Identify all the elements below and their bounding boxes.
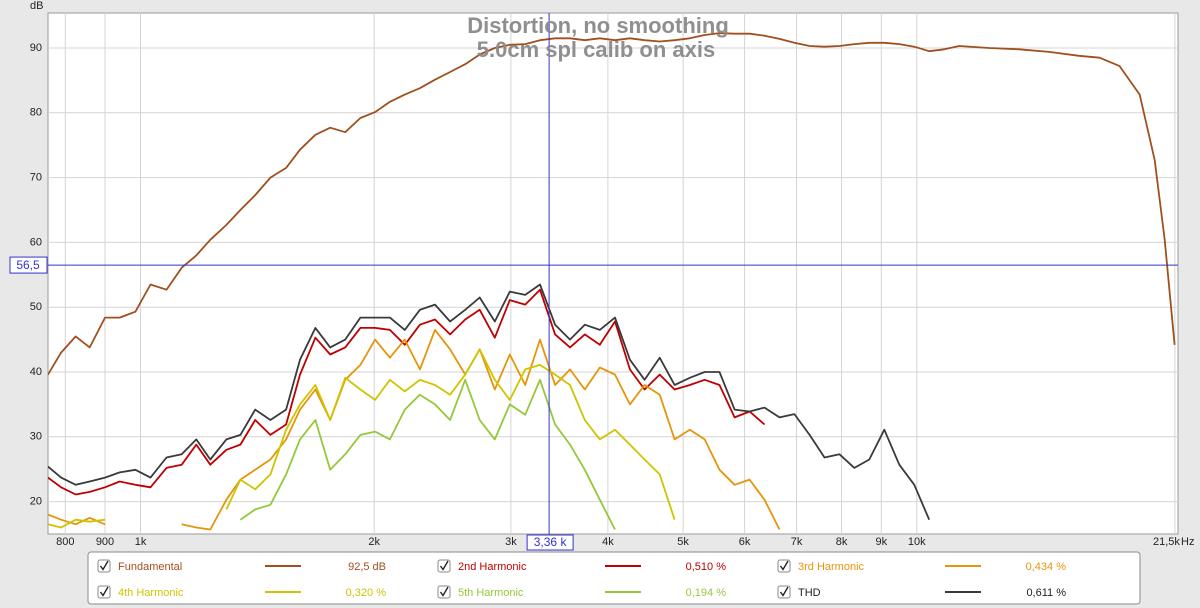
chart-title: Distortion, no smoothing: [467, 13, 729, 38]
cursor-x-box: [526, 534, 574, 551]
checkmark: [779, 560, 789, 571]
chart-subtitle: 5.0cm spl calib on axis: [477, 37, 715, 62]
y-tick-label: 80: [30, 107, 42, 119]
x-tick-label: 3k: [505, 536, 517, 548]
legend-label: 5th Harmonic: [458, 587, 524, 599]
checkmark: [99, 560, 109, 571]
y-tick-label: 90: [30, 42, 42, 54]
series-line: [48, 348, 676, 529]
cursor: 56,5 3,36 k: [9, 13, 1178, 551]
legend-box: [87, 551, 1141, 605]
y-tick-label: 40: [30, 366, 42, 378]
y-tick-label: 50: [30, 301, 42, 313]
series-line: [239, 378, 616, 530]
x-tick-label: 2k: [368, 536, 380, 548]
grid: 20 30 40 50 60 70 80 90 800 900 1k 2k 3k 4k 5k 6k 7k 8k 9k…: [30, 13, 1180, 548]
legend: Fundamental 92,5 dB 2nd Harmonic 0,510 % 3rd…: [97, 559, 1067, 599]
y-tick-label: 30: [30, 431, 42, 443]
legend-readout: 92,5 dB: [348, 561, 386, 573]
titles: Distortion, no smoothing 5.0cm spl calib…: [467, 13, 729, 62]
legend-readout: 0,611 %: [1026, 587, 1066, 599]
series-line: [48, 283, 931, 521]
x-tick-label: 8k: [836, 536, 848, 548]
y-tick-label: 60: [30, 236, 42, 248]
x-tick-label: 900: [96, 536, 114, 548]
legend-label: 3rd Harmonic: [798, 561, 865, 573]
series-line: [48, 32, 1176, 376]
curves: [48, 32, 1176, 531]
series-line: [48, 288, 766, 496]
legend-label: 2nd Harmonic: [458, 561, 527, 573]
y-tick-label: 20: [30, 496, 42, 508]
x-tick-label: 7k: [791, 536, 803, 548]
legend-readout: 0,194 %: [686, 587, 727, 599]
y-tick-label: 70: [30, 172, 42, 184]
legend-label: 4th Harmonic: [118, 587, 184, 599]
legend-label: Fundamental: [118, 561, 182, 573]
legend-readout: 0,510 %: [686, 561, 727, 573]
checkmark: [99, 586, 109, 597]
checkmark: [439, 586, 449, 597]
cursor-y-box: [9, 256, 48, 274]
x-tick-label: 1k: [135, 536, 147, 548]
x-tick-label: 800: [56, 536, 74, 548]
x-tick-label: 10k: [908, 536, 926, 548]
cursor-y-label: 56,5: [16, 258, 40, 272]
plot-area: [47, 12, 1179, 535]
x-tick-label: 9k: [875, 536, 887, 548]
legend-label: THD: [798, 587, 821, 599]
checkmark: [439, 560, 449, 571]
x-tick-label: 21,5k: [1153, 536, 1180, 548]
y-axis-label: dB: [30, 0, 43, 12]
x-tick-label: 4k: [602, 536, 614, 548]
x-tick-label: 5k: [677, 536, 689, 548]
legend-readout: 0,320 %: [346, 587, 387, 599]
x-tick-label: 6k: [739, 536, 751, 548]
checkmark: [779, 586, 789, 597]
legend-readout: 0,434 %: [1026, 561, 1067, 573]
x-axis-label: Hz: [1181, 536, 1194, 548]
cursor-x-label: 3,36 k: [534, 535, 568, 549]
